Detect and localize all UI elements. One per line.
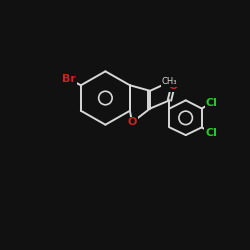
- Text: Br: Br: [62, 74, 76, 84]
- Text: O: O: [127, 118, 137, 128]
- Text: CH₃: CH₃: [162, 78, 177, 86]
- Text: Cl: Cl: [205, 128, 217, 138]
- Text: Cl: Cl: [206, 98, 217, 108]
- Text: O: O: [168, 82, 177, 92]
